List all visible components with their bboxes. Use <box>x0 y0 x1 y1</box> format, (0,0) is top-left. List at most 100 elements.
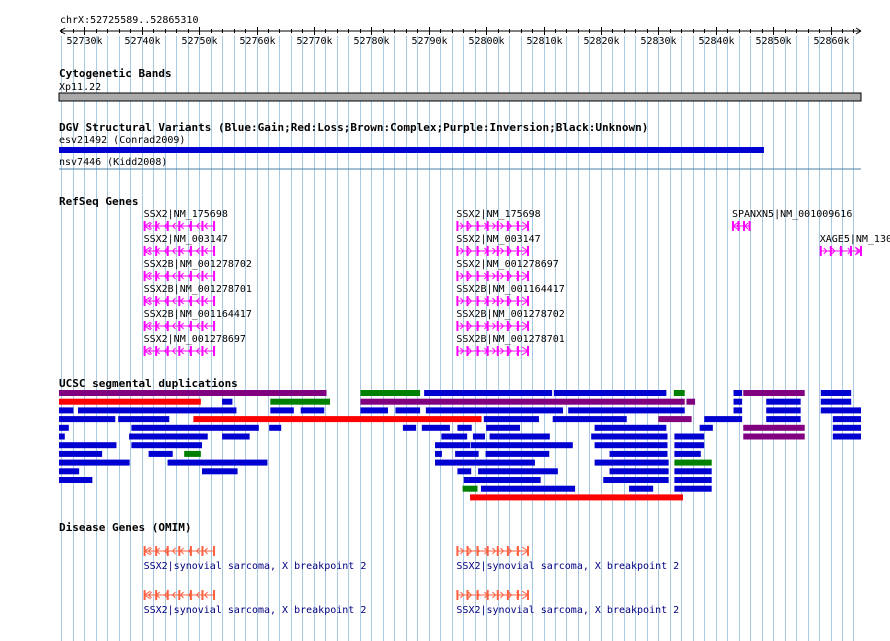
segdup-feature[interactable] <box>486 424 520 431</box>
segdup-feature[interactable] <box>300 407 325 414</box>
segdup-feature[interactable] <box>59 459 130 466</box>
refseq-gene[interactable]: SSX2|NM_001278697 <box>143 334 246 356</box>
refseq-gene[interactable]: SSX2|NM_175698 <box>456 209 541 231</box>
segdup-feature[interactable] <box>148 450 173 457</box>
segdup-feature[interactable] <box>167 459 268 466</box>
segdup-feature[interactable] <box>59 407 74 414</box>
segdup-feature[interactable] <box>222 433 250 440</box>
segdup-feature[interactable] <box>457 468 472 475</box>
segdup-feature[interactable] <box>360 398 685 405</box>
segdup-feature[interactable] <box>360 390 421 396</box>
segdup-feature[interactable] <box>733 407 743 414</box>
segdup-feature[interactable] <box>733 398 743 405</box>
segdup-feature[interactable] <box>552 416 627 423</box>
segdup-feature[interactable] <box>270 407 294 414</box>
segdup-feature[interactable] <box>699 424 713 431</box>
segdup-feature[interactable] <box>201 468 238 475</box>
segdup-feature[interactable] <box>59 433 65 440</box>
refseq-gene[interactable]: SSX2|NM_003147 <box>143 234 228 256</box>
segdup-feature[interactable] <box>59 442 117 449</box>
segdup-feature[interactable] <box>766 398 801 405</box>
segdup-feature[interactable] <box>832 424 861 431</box>
segdup-feature[interactable] <box>609 450 668 457</box>
segdup-feature[interactable] <box>395 407 421 414</box>
segdup-feature[interactable] <box>184 450 201 457</box>
segdup-feature[interactable] <box>629 485 654 492</box>
segdup-feature[interactable] <box>59 468 80 475</box>
segdup-feature[interactable] <box>59 477 93 483</box>
refseq-gene[interactable]: SSX2|NM_175698 <box>143 209 228 231</box>
segdup-feature[interactable] <box>59 424 69 431</box>
segdup-feature[interactable] <box>59 416 116 423</box>
segdup-feature[interactable] <box>455 450 479 457</box>
segdup-feature[interactable] <box>463 477 541 483</box>
omim-feature[interactable]: SSX2|synovial sarcoma, X breakpoint 2 <box>456 590 679 616</box>
segdup-feature[interactable] <box>674 477 712 483</box>
segdup-feature[interactable] <box>421 424 450 431</box>
segdup-feature[interactable] <box>470 442 573 449</box>
segdup-feature[interactable] <box>820 398 852 405</box>
segdup-feature[interactable] <box>129 433 208 440</box>
segdup-feature[interactable] <box>594 442 668 449</box>
segdup-feature[interactable] <box>820 407 861 414</box>
refseq-gene[interactable]: SSX2B|NM_001164417 <box>143 309 252 331</box>
segdup-feature[interactable] <box>553 390 667 396</box>
segdup-feature[interactable] <box>820 390 852 396</box>
segdup-feature[interactable] <box>686 398 696 405</box>
segdup-feature[interactable] <box>478 468 558 475</box>
refseq-gene[interactable]: SSX2B|NM_001164417 <box>456 284 565 306</box>
segdup-feature[interactable] <box>658 416 692 423</box>
dgv-feature-bar[interactable] <box>59 147 764 153</box>
segdup-feature[interactable] <box>462 485 478 492</box>
segdup-feature[interactable] <box>832 416 861 423</box>
segdup-feature[interactable] <box>733 390 743 396</box>
segdup-feature[interactable] <box>59 398 201 405</box>
segdup-feature[interactable] <box>425 407 564 414</box>
segdup-feature[interactable] <box>78 407 237 414</box>
segdup-feature[interactable] <box>435 459 535 466</box>
refseq-gene[interactable]: XAGE5|NM_130 <box>819 234 890 256</box>
segdup-feature[interactable] <box>424 390 553 396</box>
segdup-feature[interactable] <box>480 485 576 492</box>
segdup-feature[interactable] <box>435 450 442 457</box>
segdup-feature[interactable] <box>766 416 801 423</box>
segdup-feature[interactable] <box>832 433 861 440</box>
segdup-feature[interactable] <box>59 390 327 396</box>
segdup-feature[interactable] <box>674 450 701 457</box>
segdup-feature[interactable] <box>360 407 388 414</box>
cytoband-bar[interactable] <box>58 92 862 102</box>
refseq-gene[interactable]: SSX2|NM_003147 <box>456 234 541 256</box>
segdup-feature[interactable] <box>743 424 805 431</box>
segdup-feature[interactable] <box>766 407 801 414</box>
segdup-feature[interactable] <box>603 477 669 483</box>
segdup-feature[interactable] <box>472 433 485 440</box>
omim-feature[interactable]: SSX2|synovial sarcoma, X breakpoint 2 <box>143 546 367 572</box>
segdup-feature[interactable] <box>193 416 482 423</box>
segdup-feature[interactable] <box>594 424 667 431</box>
omim-feature[interactable]: SSX2|synovial sarcoma, X breakpoint 2 <box>456 546 679 572</box>
segdup-feature[interactable] <box>435 442 471 449</box>
segdup-feature[interactable] <box>674 433 705 440</box>
segdup-feature[interactable] <box>743 390 805 396</box>
refseq-gene[interactable]: SSX2B|NM_001278702 <box>456 309 565 331</box>
refseq-gene[interactable]: SSX2B|NM_001278701 <box>143 284 252 306</box>
segdup-feature[interactable] <box>743 433 805 440</box>
segdup-feature[interactable] <box>270 398 330 405</box>
segdup-feature[interactable] <box>674 468 712 475</box>
segdup-feature[interactable] <box>483 416 539 423</box>
segdup-feature[interactable] <box>441 433 468 440</box>
segdup-feature[interactable] <box>402 424 417 431</box>
refseq-gene[interactable]: SSX2|NM_001278697 <box>456 259 559 281</box>
refseq-gene[interactable]: SSX2B|NM_001278701 <box>456 334 565 356</box>
segdup-feature[interactable] <box>568 407 685 414</box>
segdup-feature[interactable] <box>470 494 684 501</box>
segdup-feature[interactable] <box>591 433 668 440</box>
segdup-feature[interactable] <box>609 468 669 475</box>
segdup-feature[interactable] <box>269 424 282 431</box>
segdup-feature[interactable] <box>674 485 712 492</box>
segdup-feature[interactable] <box>704 416 743 423</box>
segdup-feature[interactable] <box>131 442 202 449</box>
refseq-gene[interactable]: SPANXN5|NM_001009616 <box>731 209 852 231</box>
segdup-feature[interactable] <box>674 442 705 449</box>
segdup-feature[interactable] <box>118 416 170 423</box>
